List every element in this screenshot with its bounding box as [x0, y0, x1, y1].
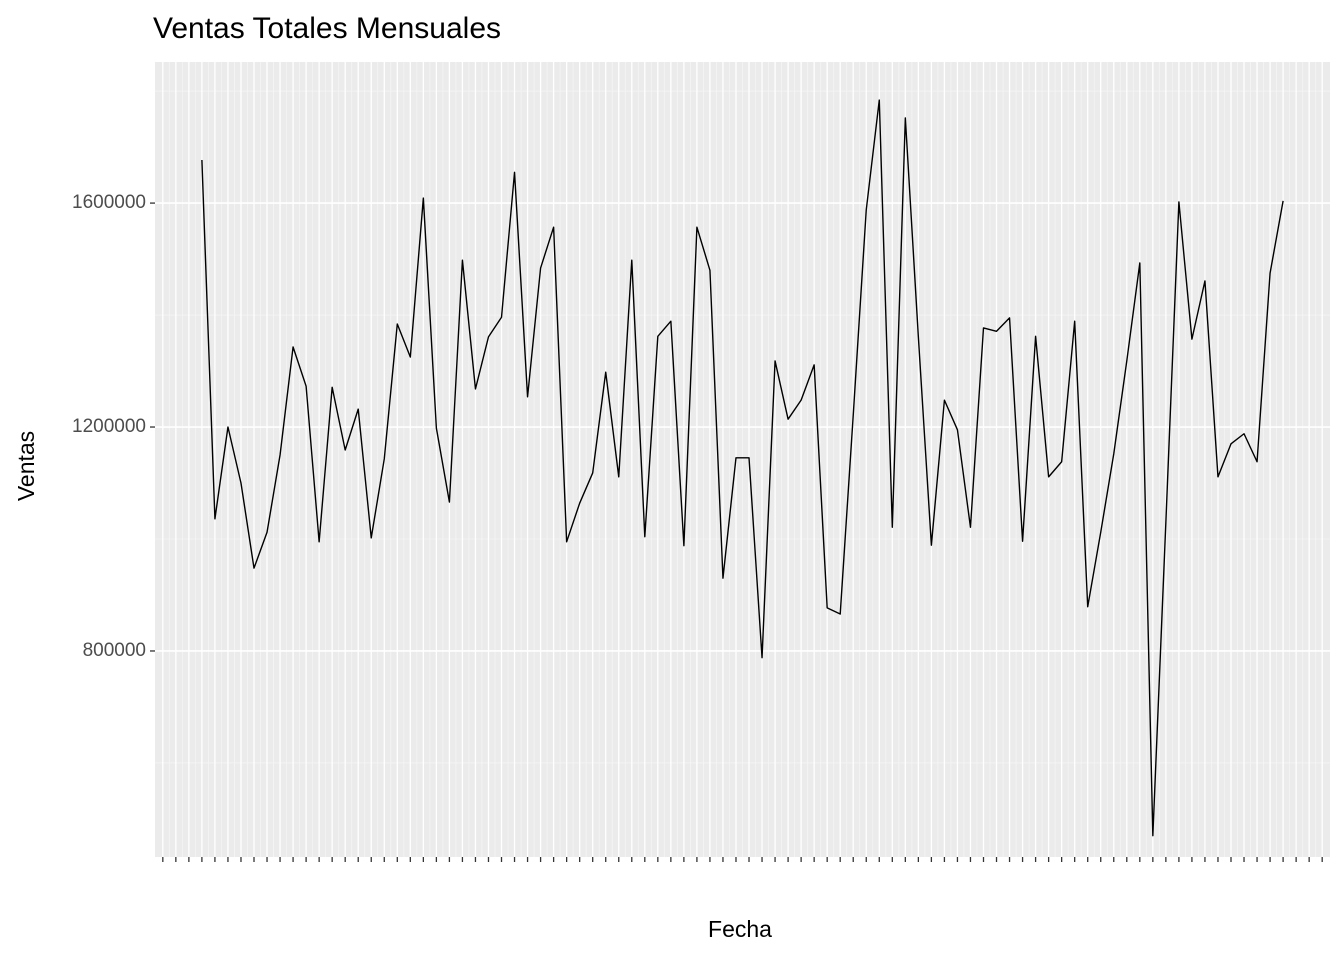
grid: [155, 62, 1330, 857]
y-tick-label: 1600000: [72, 192, 146, 213]
y-tick-label: 800000: [83, 640, 146, 661]
y-axis-title: Ventas: [13, 431, 39, 501]
y-tick-label: 1200000: [72, 416, 146, 437]
marks: [201, 99, 1284, 837]
x-axis-title: Fecha: [708, 916, 772, 942]
line: [201, 99, 1284, 837]
chart-title: Ventas Totales Mensuales: [153, 12, 501, 45]
